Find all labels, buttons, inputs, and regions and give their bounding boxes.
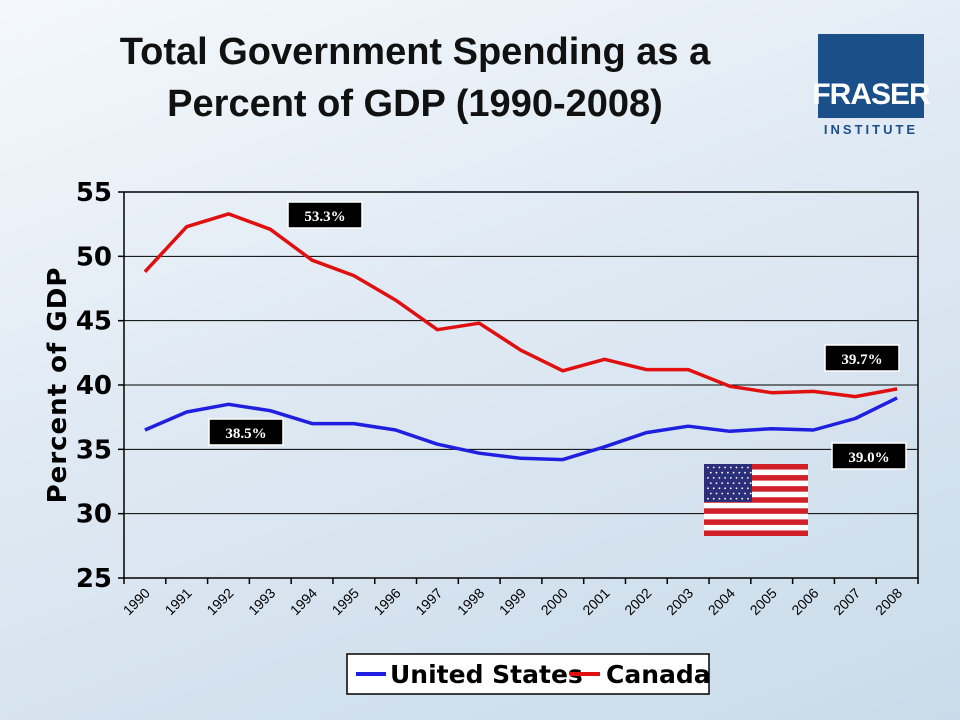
legend-label-canada: Canada — [606, 660, 711, 689]
x-tick-label-2007: 2007 — [830, 585, 863, 618]
x-tick-label-1994: 1994 — [287, 585, 320, 618]
x-tick-label-1991: 1991 — [161, 585, 194, 618]
us-flag-icon — [704, 464, 808, 536]
data-label-box-39.0pct — [831, 442, 907, 470]
y-tick-label-35: 35 — [76, 435, 112, 465]
x-tick-label-2005: 2005 — [747, 585, 780, 618]
x-tick-label-1992: 1992 — [203, 585, 236, 618]
data-label-53.3pct: 53.3% — [304, 209, 345, 225]
series-line-canada — [143, 212, 898, 399]
x-tick-label-2001: 2001 — [579, 585, 612, 618]
logo-subtitle: INSTITUTE — [823, 122, 919, 137]
legend — [346, 653, 710, 695]
data-label-box-38.5pct — [208, 418, 284, 446]
title-line-1: Total Government Spending as a — [119, 31, 711, 73]
data-label-box-53.3pct — [287, 201, 363, 229]
y-tick-label-45: 45 — [76, 307, 112, 337]
x-tick-label-1997: 1997 — [412, 585, 445, 618]
series-line-united-states — [144, 396, 898, 462]
x-tick-label-2003: 2003 — [663, 585, 696, 618]
data-label-39.7pct: 39.7% — [841, 352, 882, 368]
x-tick-label-1993: 1993 — [245, 585, 278, 618]
x-tick-label-2008: 2008 — [872, 585, 905, 618]
y-tick-label-40: 40 — [76, 371, 112, 401]
legend-label-united-states: United States — [390, 660, 583, 689]
chart-title: Total Government Spending as a Percent o… — [40, 26, 790, 130]
fraser-institute-logo: FRASER INSTITUTE — [812, 34, 931, 140]
title-line-2: Percent of GDP (1990-2008) — [167, 83, 663, 125]
x-tick-label-2000: 2000 — [538, 585, 571, 618]
x-tick-label-2006: 2006 — [788, 585, 821, 618]
x-tick-label-2004: 2004 — [705, 585, 738, 618]
y-tick-label-30: 30 — [76, 500, 112, 530]
x-tick-label-1998: 1998 — [454, 585, 487, 618]
x-tick-label-1996: 1996 — [370, 585, 403, 618]
y-tick-label-50: 50 — [76, 242, 112, 272]
data-label-38.5pct: 38.5% — [225, 426, 266, 442]
data-label-box-39.7pct — [824, 344, 900, 372]
y-tick-label-55: 55 — [76, 178, 112, 208]
y-tick-label-25: 25 — [76, 564, 112, 594]
x-tick-label-2002: 2002 — [621, 585, 654, 618]
logo-name: FRASER — [812, 34, 931, 118]
data-label-39.0pct: 39.0% — [848, 450, 889, 466]
x-tick-label-1990: 1990 — [120, 585, 153, 618]
x-tick-label-1999: 1999 — [496, 585, 529, 618]
x-tick-label-1995: 1995 — [329, 585, 362, 618]
y-axis-label: Percent of GDP — [43, 267, 73, 504]
